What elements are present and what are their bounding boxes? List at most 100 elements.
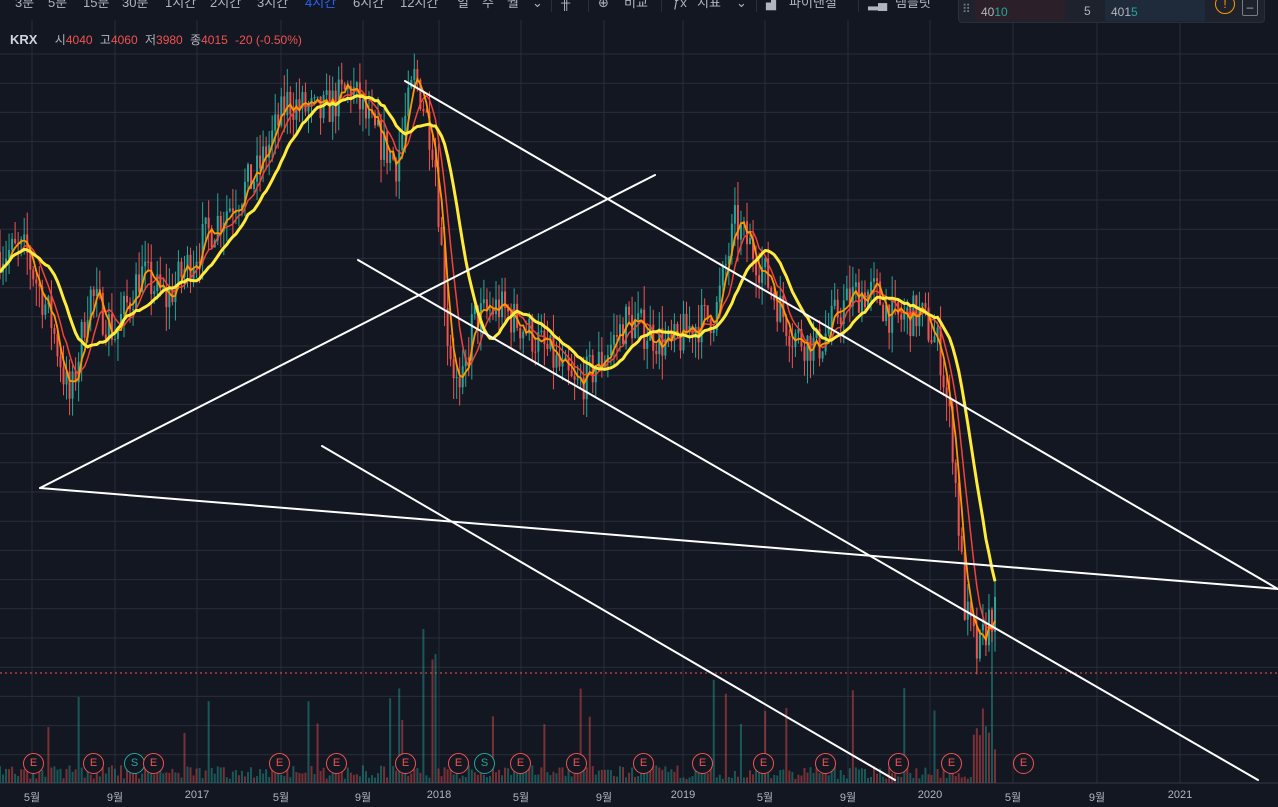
candle-body [340, 79, 343, 85]
volume-bar [476, 774, 479, 783]
templates-icon[interactable]: ▂▄ [868, 0, 888, 10]
volume-bar [144, 766, 147, 783]
info-icon[interactable]: ! [1215, 0, 1235, 14]
change-value: -20 (-0.50%) [235, 33, 302, 47]
candle-body [969, 601, 972, 617]
candle-body [676, 324, 679, 335]
financials-button[interactable]: 파이낸셜 [789, 0, 837, 10]
trendline-horizontal[interactable] [39, 487, 1278, 590]
volume-bar [204, 770, 207, 783]
interval-2h[interactable]: 2시간 [210, 0, 242, 10]
interval-15m[interactable]: 15분 [83, 0, 110, 10]
earnings-marker[interactable]: E [23, 753, 44, 774]
candle-body [243, 181, 246, 205]
candle-body [180, 261, 183, 278]
order-widget[interactable]: ⠿ 4010 5 4015 ! – [958, 0, 1265, 23]
earnings-marker[interactable]: E [815, 753, 836, 774]
earnings-marker[interactable]: E [326, 753, 347, 774]
indicators-button[interactable]: 지표 [697, 0, 721, 10]
volume-bar [95, 772, 98, 783]
candle-body [210, 228, 213, 248]
volume-bar [770, 778, 773, 783]
candle-body [150, 261, 153, 295]
compare-plus-icon[interactable]: ⊕ [598, 0, 609, 10]
earnings-marker[interactable]: E [692, 753, 713, 774]
compare-button[interactable]: 비교 [624, 0, 648, 10]
volume-bar [443, 767, 446, 783]
interval-30m[interactable]: 30분 [122, 0, 149, 10]
candle-body [23, 234, 26, 240]
split-marker[interactable]: S [474, 753, 495, 774]
sell-box[interactable]: 4010 [975, 0, 1065, 21]
financials-icon[interactable]: ▟ [766, 0, 776, 10]
volume-bar [730, 777, 733, 783]
chevron-down-icon[interactable]: ⌄ [532, 0, 543, 10]
interval-1h[interactable]: 1시간 [165, 0, 197, 10]
earnings-marker[interactable]: E [941, 753, 962, 774]
candle-body [449, 345, 452, 360]
volume-bar [631, 767, 634, 783]
candle-body [891, 297, 894, 333]
split-marker[interactable]: S [124, 753, 145, 774]
earnings-marker[interactable]: E [510, 753, 531, 774]
volume-bar [86, 765, 89, 783]
earnings-marker[interactable]: E [83, 753, 104, 774]
volume-bar [809, 767, 812, 783]
candle-body [434, 159, 437, 168]
volume-bar [268, 777, 271, 783]
earnings-marker[interactable]: E [395, 753, 416, 774]
quantity-field[interactable]: 5 [1084, 4, 1091, 18]
indicators-fx-icon[interactable]: ƒx [673, 0, 687, 10]
earnings-marker[interactable]: E [753, 753, 774, 774]
interval-5m[interactable]: 5분 [48, 0, 68, 10]
chevron-down-icon[interactable]: ⌄ [736, 0, 747, 10]
volume-bar [328, 775, 331, 783]
candle-body [101, 292, 104, 335]
earnings-marker[interactable]: E [448, 753, 469, 774]
candle-body [721, 265, 724, 286]
candle-body [198, 261, 201, 264]
volume-bar [537, 774, 540, 783]
candle-body [836, 299, 839, 318]
symbol-name[interactable]: KRX [10, 32, 38, 47]
volume-bar [779, 769, 782, 783]
candle-body [833, 299, 836, 306]
earnings-marker[interactable]: E [566, 753, 587, 774]
candle-style-icon[interactable]: ╫ [561, 0, 571, 10]
trendlines[interactable] [39, 80, 1278, 781]
interval-3m[interactable]: 3분 [15, 0, 35, 10]
candle-body [612, 334, 615, 345]
interval-week[interactable]: 주 [482, 0, 494, 10]
ma-orange-line [0, 76, 996, 642]
trendline-channel-top[interactable] [404, 80, 1278, 590]
earnings-marker[interactable]: E [633, 753, 654, 774]
interval-3h[interactable]: 3시간 [257, 0, 289, 10]
earnings-marker[interactable]: E [269, 753, 290, 774]
interval-6h[interactable]: 6시간 [353, 0, 385, 10]
trendline-support[interactable] [39, 174, 656, 489]
candle-body [700, 304, 703, 343]
buy-price-prefix: 401 [1111, 5, 1132, 19]
volume-bar [298, 772, 301, 783]
candle-body [138, 274, 141, 292]
volume-bar [122, 778, 125, 783]
earnings-marker[interactable]: E [143, 753, 164, 774]
volume-bar [646, 766, 649, 783]
interval-day[interactable]: 일 [457, 0, 469, 10]
earnings-marker[interactable]: E [888, 753, 909, 774]
trendline-channel-mid[interactable] [357, 259, 1259, 781]
buy-box[interactable]: 4015 [1105, 0, 1205, 21]
interval-month[interactable]: 월 [507, 0, 519, 10]
templates-button[interactable]: 템플릿 [895, 0, 931, 10]
interval-4h[interactable]: 4시간 [305, 0, 337, 10]
drag-handle-icon[interactable]: ⠿ [962, 2, 971, 16]
candle-body [990, 609, 993, 632]
volume-bar [286, 766, 289, 783]
volume-bar [797, 774, 800, 783]
minimize-icon[interactable]: – [1242, 0, 1258, 16]
interval-12h[interactable]: 12시간 [400, 0, 439, 10]
volume-bar [857, 769, 860, 783]
trendline-channel-low[interactable] [321, 445, 896, 781]
earnings-marker[interactable]: E [1013, 753, 1034, 774]
